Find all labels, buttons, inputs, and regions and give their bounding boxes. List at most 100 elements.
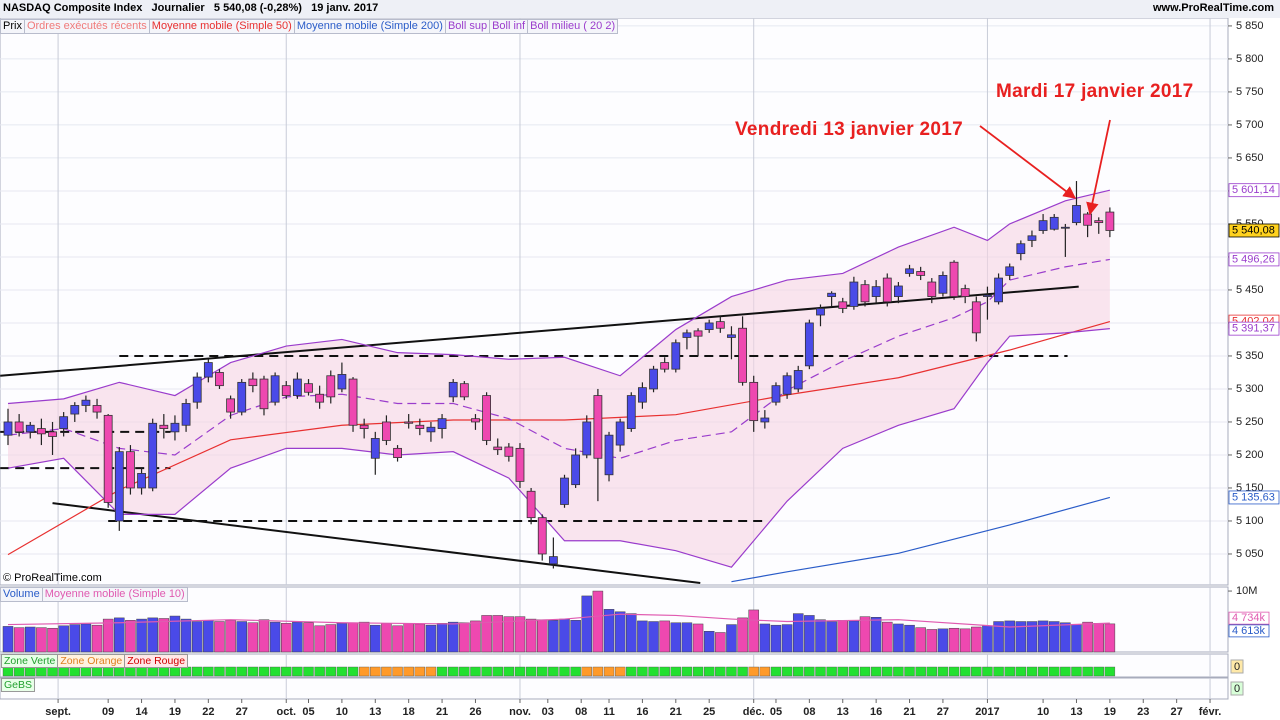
candle-body	[70, 405, 80, 415]
candle-body	[649, 368, 658, 390]
y-tick-label: 5 700	[1236, 119, 1264, 131]
volume-bar	[592, 590, 604, 653]
zone-cell	[436, 666, 448, 677]
candle-body	[1060, 226, 1070, 229]
volume-bar	[403, 623, 414, 653]
candle-body	[1049, 216, 1059, 230]
header-period: Journalier	[151, 2, 205, 14]
volume-bar	[225, 620, 236, 653]
zone-cell	[114, 666, 125, 677]
candle-body	[949, 261, 959, 297]
candle-body	[114, 451, 124, 522]
legend-item: Zone Orange	[57, 654, 126, 668]
volume-bar	[893, 623, 904, 653]
y-tick-label: 5 100	[1236, 515, 1264, 527]
indicator-line	[731, 496, 1111, 583]
candle-body	[938, 275, 948, 294]
x-tick-label: 27	[937, 706, 949, 718]
zone-cell	[1026, 666, 1038, 677]
candle-body	[226, 398, 236, 413]
candle-body	[237, 381, 247, 413]
candle-body	[359, 424, 369, 429]
candle-body	[103, 414, 113, 503]
candle-body	[426, 426, 436, 433]
volume-bar	[1004, 620, 1015, 653]
volume-bar	[637, 620, 648, 653]
zone-cell	[102, 666, 114, 677]
price-label: 5 496,26	[1232, 253, 1275, 265]
price-label: 5 391,37	[1232, 323, 1275, 335]
volume-label-box	[1228, 624, 1270, 638]
y-tick-label: 5 750	[1236, 86, 1264, 98]
zone-cell	[147, 666, 158, 677]
candle-body	[48, 431, 57, 437]
candle-body	[281, 385, 291, 396]
price-label: 5 540,08	[1232, 224, 1275, 236]
zone-cell	[158, 666, 170, 677]
candle-body	[927, 281, 937, 297]
candle-body	[838, 301, 848, 309]
zone-cell	[548, 666, 559, 677]
volume-bar	[737, 617, 748, 653]
zone-cell	[247, 666, 259, 677]
volume-bar	[993, 621, 1004, 653]
candle-body	[1094, 220, 1104, 224]
x-tick-label: 21	[436, 706, 448, 718]
zone-cell	[269, 666, 281, 677]
y-tick-label: 5 650	[1236, 152, 1264, 164]
candle-body	[682, 332, 692, 338]
volume-bar	[692, 623, 704, 653]
candle-body	[215, 372, 224, 387]
zone-cell	[559, 666, 570, 677]
candle-body	[437, 418, 447, 429]
volume-bar	[281, 623, 292, 653]
zone-cell	[670, 666, 681, 677]
volume-bar	[937, 628, 949, 653]
zone-cell	[169, 666, 181, 677]
candle-body	[638, 387, 647, 403]
price-label: 5 135,63	[1232, 491, 1275, 503]
candle-body	[916, 271, 926, 276]
volume-bar	[870, 617, 882, 653]
volume-bar	[381, 623, 392, 653]
zone-cell	[358, 666, 370, 677]
zone-cell	[592, 666, 604, 677]
volume-bar	[292, 621, 303, 653]
zone-cell	[993, 666, 1004, 677]
x-tick-label: 08	[575, 706, 587, 718]
volume-ma	[7, 613, 1110, 628]
volume-bar	[971, 626, 982, 653]
candle-body	[1083, 213, 1093, 226]
candle-body	[537, 517, 547, 555]
y-tick-label: 5 050	[1236, 548, 1264, 560]
candle-body	[704, 322, 714, 330]
volume-bar	[392, 625, 403, 653]
indicator-line	[7, 328, 1110, 568]
zone-cell	[503, 666, 515, 677]
x-tick-label: 13	[1070, 706, 1082, 718]
x-tick-label: 05	[302, 706, 314, 718]
zone-cell	[703, 666, 715, 677]
zone-cell	[47, 666, 58, 677]
volume-bar	[1015, 621, 1027, 653]
zone-cell	[1049, 666, 1060, 677]
legend-item: Zone Rouge	[124, 654, 189, 668]
x-tick-label: oct.	[276, 706, 296, 718]
x-tick-label: 27	[1171, 706, 1183, 718]
candle-body	[693, 330, 703, 337]
indicator-line	[7, 258, 1110, 459]
annotation: Mardi 17 janvier 2017	[996, 81, 1194, 102]
candle-body	[615, 421, 625, 446]
volume-bar	[158, 618, 170, 653]
legend-item: Boll sup	[444, 19, 491, 34]
candle-body	[126, 451, 135, 489]
volume-bar	[781, 624, 793, 653]
header: NASDAQ Composite Index Journalier 5 540,…	[3, 2, 378, 14]
header-bg	[0, 0, 1280, 18]
candle-body	[348, 378, 358, 426]
zone-cell	[80, 666, 92, 677]
candle-body	[715, 321, 725, 329]
price-label-box	[1228, 321, 1280, 336]
volume-bar	[659, 620, 670, 653]
